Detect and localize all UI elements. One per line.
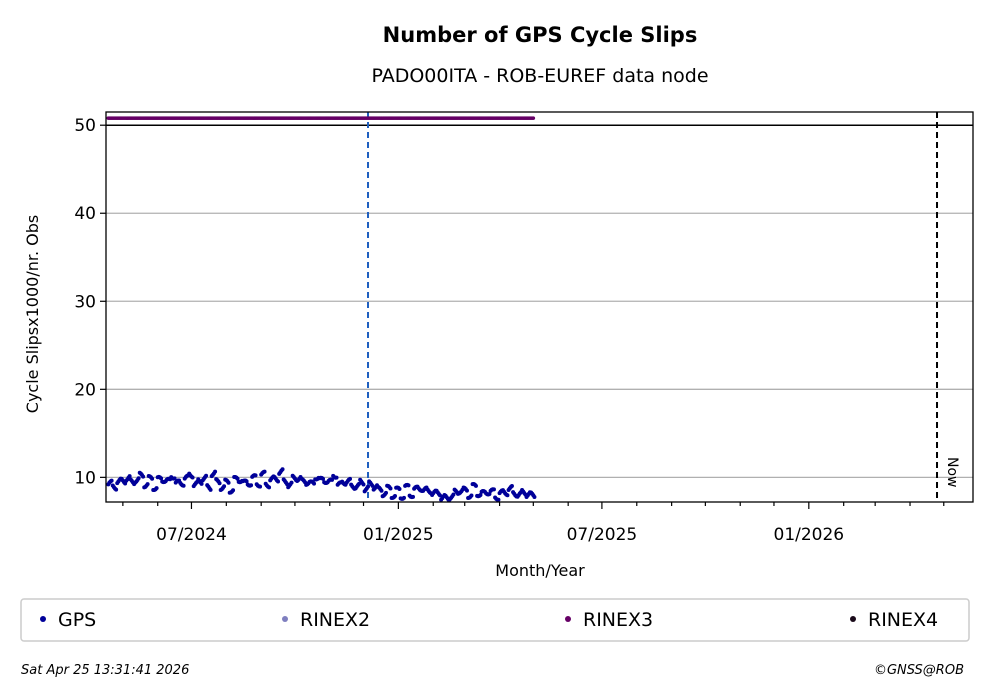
gps-point: [370, 483, 375, 488]
y-tick-label: 10: [74, 468, 96, 488]
gps-point: [159, 476, 164, 481]
gps-point: [330, 477, 335, 482]
gps-point: [397, 486, 402, 491]
legend-label-gps: GPS: [58, 609, 96, 631]
gps-point: [172, 476, 177, 481]
x-tick-label: 01/2026: [774, 525, 845, 545]
legend-marker-rinex2: [282, 616, 288, 622]
gps-point: [114, 487, 119, 492]
gps-point: [379, 488, 384, 493]
y-axis-label: Cycle Slipsx1000/nr. Obs: [23, 215, 42, 413]
gps-point: [321, 476, 326, 481]
gps-point: [267, 485, 272, 490]
gps-point: [401, 495, 406, 500]
y-tick-label: 40: [74, 204, 96, 224]
footer-timestamp: Sat Apr 25 13:31:41 2026: [21, 663, 189, 678]
legend-label-rinex3: RINEX3: [583, 609, 653, 631]
gps-point: [532, 494, 537, 499]
gps-point: [496, 497, 501, 502]
gps-point: [154, 486, 159, 491]
gps-point: [393, 493, 397, 498]
gps-point: [505, 493, 510, 498]
gps-point: [451, 492, 456, 497]
chart-title: Number of GPS Cycle Slips: [383, 23, 698, 47]
gps-point: [312, 481, 317, 486]
gps-point: [226, 480, 231, 485]
gps-point: [478, 492, 483, 497]
gps-point: [406, 483, 411, 488]
x-tick-label: 01/2025: [363, 525, 434, 545]
legend-marker-rinex4: [850, 616, 856, 622]
gps-point: [473, 483, 478, 488]
gps-point: [253, 473, 258, 478]
gps-point: [222, 484, 227, 489]
gps-point: [181, 483, 186, 488]
gps-point: [235, 476, 240, 481]
y-tick-label: 30: [74, 292, 96, 312]
y-tick-label: 20: [74, 380, 96, 400]
x-axis-label: Month/Year: [495, 561, 585, 580]
gps-point: [280, 467, 285, 472]
gps-point: [150, 476, 155, 481]
legend-marker-rinex3: [565, 616, 571, 622]
gps-point: [487, 492, 492, 497]
gps-point: [145, 482, 150, 487]
x-tick-label: 07/2025: [567, 525, 638, 545]
gps-point: [204, 473, 209, 478]
gps-point: [199, 481, 204, 486]
gps-point: [348, 476, 353, 481]
legend-label-rinex4: RINEX4: [868, 609, 938, 631]
gps-point: [334, 475, 339, 480]
gps-point: [231, 488, 236, 493]
gps-point: [384, 490, 389, 495]
chart-subtitle: PADO00ITA - ROB-EUREF data node: [371, 65, 708, 87]
gps-point: [469, 493, 474, 498]
now-label: Now: [944, 457, 960, 488]
gps-point: [244, 479, 249, 484]
y-tick-label: 50: [74, 116, 96, 136]
gps-point: [127, 474, 132, 479]
gps-point: [249, 483, 254, 488]
gps-point: [410, 494, 415, 499]
gps-point: [366, 484, 371, 489]
gps-point: [388, 486, 393, 491]
legend-box: [20, 598, 970, 642]
gps-point: [258, 484, 263, 489]
gps-point: [289, 480, 294, 485]
legend-marker-gps: [40, 616, 46, 622]
gps-point: [262, 469, 267, 474]
gps-point: [190, 475, 195, 480]
rinex3-point: [531, 116, 536, 120]
gps-point: [464, 488, 469, 493]
gps-point: [213, 469, 218, 474]
gps-point: [208, 487, 213, 492]
gps-point: [136, 476, 141, 481]
plot-frame: [105, 111, 974, 503]
gps-point: [217, 481, 222, 486]
gps-point: [491, 487, 496, 492]
legend-label-rinex2: RINEX2: [300, 609, 370, 631]
gps-point: [109, 478, 114, 483]
gps-point: [509, 484, 514, 489]
footer-copyright: ©GNSS@ROB: [874, 663, 964, 678]
gps-point: [437, 493, 442, 498]
gps-point: [141, 474, 146, 479]
x-tick-label: 07/2024: [156, 525, 227, 545]
gps-point: [276, 479, 281, 484]
gps-point: [361, 482, 366, 487]
